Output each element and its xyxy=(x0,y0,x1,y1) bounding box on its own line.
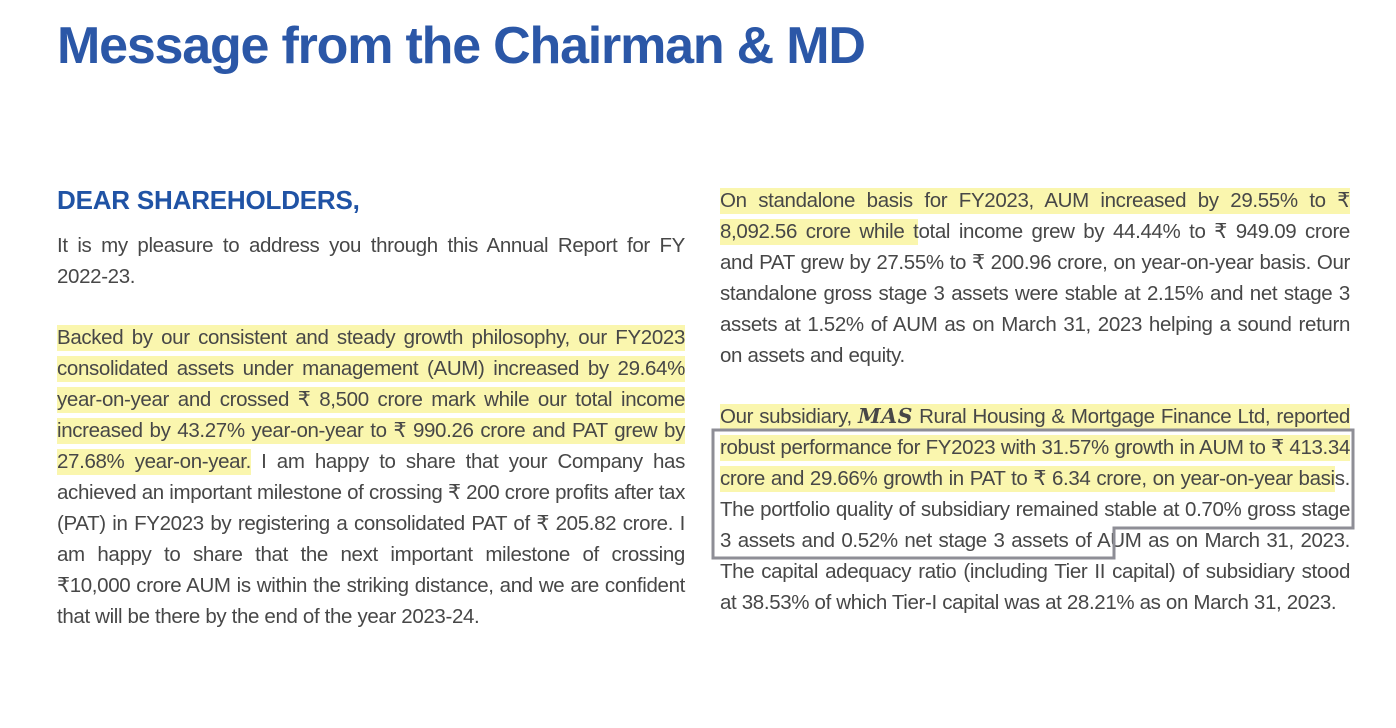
right-column: On standalone basis for FY2023, AUM incr… xyxy=(720,185,1350,632)
growth-paragraph: Backed by our consistent and steady grow… xyxy=(57,322,685,632)
left-column: DEAR SHAREHOLDERS, It is my pleasure to … xyxy=(57,185,685,632)
subsidiary-highlight-lead: Our subsidiary, xyxy=(720,405,859,428)
mas-blackletter-logo: MAS xyxy=(858,404,913,428)
two-column-layout: DEAR SHAREHOLDERS, It is my pleasure to … xyxy=(57,185,1350,632)
salutation-heading: DEAR SHAREHOLDERS, xyxy=(57,185,360,215)
subsidiary-highlight: Our subsidiary, MAS Rural Housing & Mort… xyxy=(720,404,1350,492)
growth-highlight: Backed by our consistent and steady grow… xyxy=(57,325,685,475)
growth-rest-text: I am happy to share that your Company ha… xyxy=(57,450,685,628)
subsidiary-paragraph: Our subsidiary, MAS Rural Housing & Mort… xyxy=(720,401,1350,618)
page-title: Message from the Chairman & MD xyxy=(57,17,866,75)
standalone-rest-text: otal income grew by 44.44% to ₹ 949.09 c… xyxy=(720,220,1350,367)
intro-paragraph: It is my pleasure to address you through… xyxy=(57,234,685,288)
standalone-paragraph: On standalone basis for FY2023, AUM incr… xyxy=(720,185,1350,371)
